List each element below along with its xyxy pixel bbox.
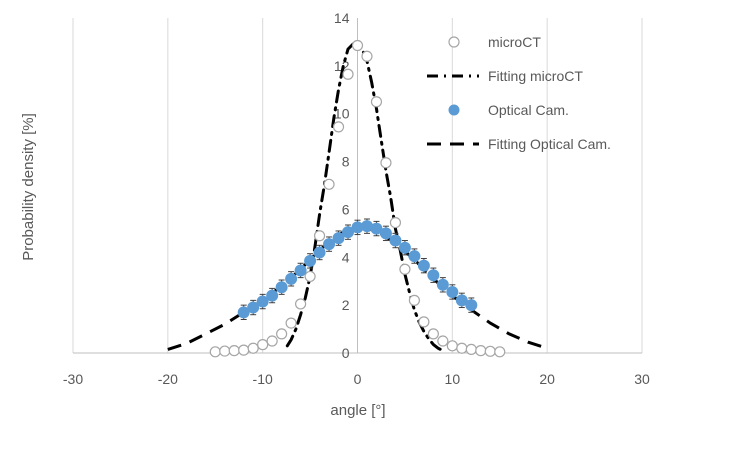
legend-label-optical-cam-: Optical Cam. (488, 102, 569, 118)
point-optical-cam- (285, 272, 298, 285)
y-tick-label: 4 (342, 249, 350, 265)
y-tick-label: 14 (334, 10, 350, 26)
x-tick-label: -30 (63, 371, 83, 387)
point-optical-cam- (247, 301, 260, 314)
y-tick-label: 6 (342, 201, 350, 217)
x-tick-label: 30 (634, 371, 650, 387)
point-microct (342, 68, 354, 80)
point-microct (304, 270, 316, 283)
point-optical-cam- (446, 285, 459, 298)
y-tick-label: 10 (334, 106, 350, 122)
legend-label-fitting-optical-cam-: Fitting Optical Cam. (488, 136, 611, 152)
point-optical-cam- (313, 246, 326, 259)
x-tick-label: -20 (158, 371, 178, 387)
legend-label-microct: microCT (488, 34, 541, 50)
y-axis-title: Probability density [%] (20, 113, 37, 261)
point-microct (361, 50, 373, 62)
point-optical-cam- (342, 226, 355, 239)
y-tick-label: 8 (342, 154, 350, 170)
plot-area (167, 39, 548, 358)
point-microct (209, 346, 221, 358)
point-microct (323, 178, 335, 190)
point-microct (465, 343, 477, 356)
point-microct (475, 345, 487, 357)
point-microct (351, 39, 364, 52)
point-microct (295, 298, 307, 310)
point-microct (418, 316, 430, 328)
x-tick-label: 20 (539, 371, 555, 387)
x-tick-label: 10 (445, 371, 461, 387)
point-microct (313, 230, 326, 242)
y-tick-label: 2 (342, 297, 350, 313)
legend-label-fitting-microct: Fitting microCT (488, 68, 583, 84)
point-microct (446, 340, 458, 352)
point-optical-cam- (465, 299, 478, 312)
point-optical-cam- (417, 259, 430, 272)
point-optical-cam- (256, 295, 269, 308)
series-line-fitting-microct (285, 42, 445, 353)
point-microct (228, 345, 240, 357)
x-tick-label: -10 (253, 371, 273, 387)
point-microct (380, 157, 392, 169)
legend-swatch-optical-cam- (448, 104, 460, 116)
point-microct (370, 96, 383, 108)
point-optical-cam- (370, 222, 383, 235)
legend: microCT Fitting microCT Optical Cam. Fittin… (427, 34, 611, 152)
point-microct (399, 263, 411, 275)
point-optical-cam- (304, 254, 317, 267)
point-optical-cam- (389, 234, 402, 247)
point-microct (408, 294, 420, 306)
point-microct (456, 342, 468, 354)
point-microct (266, 335, 278, 347)
point-optical-cam- (332, 232, 345, 245)
point-microct (389, 216, 402, 229)
point-optical-cam- (323, 238, 336, 251)
point-microct (238, 344, 250, 356)
x-tick-label: 0 (354, 371, 362, 387)
point-microct (332, 121, 345, 133)
point-optical-cam- (427, 269, 440, 282)
y-tick-label: 0 (342, 345, 350, 361)
point-microct (484, 345, 496, 357)
point-optical-cam- (275, 281, 288, 294)
point-optical-cam- (436, 278, 449, 291)
point-microct (437, 335, 449, 347)
point-microct (276, 328, 288, 340)
point-microct (494, 346, 506, 358)
point-optical-cam- (379, 227, 392, 240)
point-optical-cam- (455, 294, 468, 307)
legend-swatch-microct (448, 36, 460, 48)
point-optical-cam- (294, 264, 307, 277)
point-optical-cam- (398, 241, 411, 254)
point-microct (285, 317, 297, 329)
x-axis-title: angle [°] (330, 402, 385, 419)
point-microct (219, 345, 231, 357)
point-optical-cam- (266, 289, 279, 302)
point-optical-cam- (237, 306, 250, 319)
point-microct (427, 328, 439, 340)
series-line-fitting-optical-cam- (167, 224, 548, 351)
grid-lines (72, 18, 643, 353)
point-microct (247, 342, 259, 354)
point-optical-cam- (408, 250, 421, 263)
point-microct (257, 339, 269, 351)
